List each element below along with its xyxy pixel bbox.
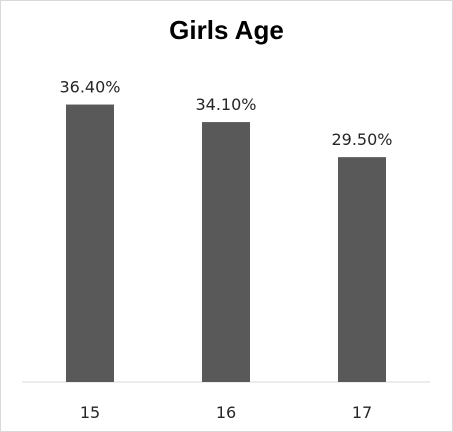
data-label-16: 34.10% bbox=[195, 95, 256, 114]
bar-15 bbox=[66, 104, 114, 382]
x-tick-label-17: 17 bbox=[352, 403, 372, 422]
x-tick-label-16: 16 bbox=[216, 403, 236, 422]
bar-16 bbox=[202, 122, 250, 383]
x-tick-label-15: 15 bbox=[80, 403, 100, 422]
data-label-17: 29.50% bbox=[331, 130, 392, 149]
data-label-15: 36.40% bbox=[59, 78, 120, 97]
bar-17 bbox=[338, 157, 386, 382]
chart-title: Girls Age bbox=[169, 15, 284, 45]
